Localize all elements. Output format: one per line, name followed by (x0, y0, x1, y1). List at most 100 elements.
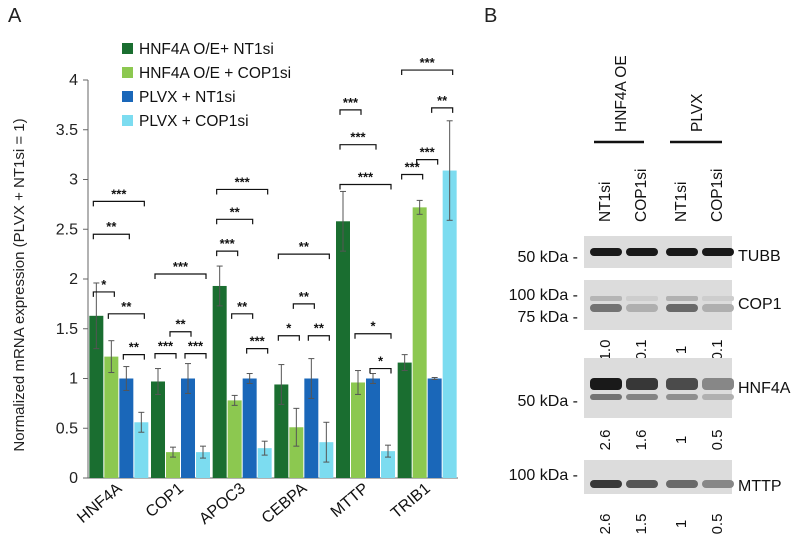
chart-legend: HNF4A O/E+ NT1si HNF4A O/E + COP1si PLVX +… (122, 41, 291, 130)
significance-bracket (339, 183, 392, 190)
blot-band (666, 480, 698, 488)
blot-band-minor (626, 296, 658, 301)
significance-bracket (154, 273, 207, 280)
category-label: COP1 (143, 480, 187, 521)
blot-band (702, 378, 734, 390)
blot-quant-value: 1 (673, 520, 690, 528)
y-axis-label: Normalized mRNA expression (PLVX + NT1si… (11, 118, 28, 451)
legend-entry: HNF4A O/E+ NT1si (139, 41, 274, 58)
bar (181, 378, 195, 478)
bar (336, 221, 350, 479)
significance-bracket (122, 354, 145, 360)
blot-band (590, 378, 622, 390)
blot-lane-label: COP1si (633, 169, 650, 222)
blot-protein-label: HNF4A (738, 380, 791, 397)
blot-group-label: PLVX (689, 93, 706, 132)
bar (151, 381, 165, 478)
blot-mw-marker: 100 kDa - (509, 287, 578, 304)
y-tick-label: 3.5 (56, 122, 78, 139)
significance-label: * (370, 319, 376, 334)
blot-protein-label: COP1 (738, 296, 782, 313)
blot-band (626, 480, 658, 488)
significance-bracket (216, 188, 269, 195)
significance-label: *** (343, 95, 359, 110)
bar (257, 448, 272, 478)
significance-bracket (184, 353, 207, 359)
significance-label: ** (314, 321, 325, 336)
blot-band (666, 378, 698, 390)
significance-label: ** (106, 219, 117, 234)
bar (134, 422, 149, 478)
blot-quant-value: 1 (673, 346, 690, 354)
significance-label: *** (358, 169, 374, 184)
bar (242, 378, 257, 478)
blot-quant-value: 1.0 (597, 340, 614, 361)
blot-lane-label: COP1si (709, 169, 726, 222)
blot-band (590, 480, 622, 488)
legend-swatch (122, 43, 133, 54)
significance-label: *** (405, 160, 421, 175)
bar (119, 378, 134, 478)
blot-protein-label: MTTP (738, 478, 782, 495)
blot-lane-label: NT1si (673, 182, 690, 222)
bar (89, 315, 104, 478)
bar (381, 451, 395, 478)
significance-label: *** (420, 55, 436, 70)
bar (104, 356, 119, 478)
blot-mw-marker: 50 kDa - (518, 249, 578, 266)
significance-label: ** (129, 340, 140, 355)
blot-band (702, 248, 734, 256)
y-tick-label: 0 (69, 470, 78, 487)
bar (212, 285, 227, 478)
bar (196, 452, 210, 478)
significance-bracket (216, 218, 254, 225)
significance-label: ** (237, 299, 248, 314)
significance-label: *** (220, 236, 236, 251)
blot-band-minor (702, 296, 734, 301)
blot-quant-value: 2.6 (597, 514, 614, 535)
blot-band (626, 248, 658, 256)
bar (166, 452, 180, 478)
significance-label: ** (230, 204, 241, 219)
y-tick-label: 4 (69, 72, 78, 89)
blot-group-label: HNF4A OE (613, 55, 630, 132)
blot-quant-value: 0.1 (709, 340, 726, 361)
significance-bracket (231, 313, 254, 319)
bar (227, 400, 242, 478)
significance-label: *** (111, 186, 127, 201)
blot-band (702, 480, 734, 488)
panel-b-label: B (484, 5, 497, 27)
significance-label: ** (299, 239, 310, 254)
legend-swatch (122, 67, 133, 78)
blot-mw-marker: 100 kDa - (509, 467, 578, 484)
significance-bracket (369, 367, 392, 374)
y-tick-label: 2.5 (56, 221, 78, 238)
bar (366, 378, 380, 478)
significance-label: ** (299, 289, 310, 304)
legend-entry: PLVX + COP1si (139, 113, 249, 130)
significance-bracket (246, 348, 269, 354)
y-tick-label: 1 (69, 371, 78, 388)
significance-label: * (286, 321, 292, 336)
blot-band (666, 304, 698, 312)
blot-quant-value: 0.1 (633, 340, 650, 361)
blot-band (666, 248, 698, 256)
bar (397, 362, 412, 478)
significance-bracket (431, 107, 454, 113)
blot-band (626, 378, 658, 390)
blot-quant-value: 0.5 (709, 430, 726, 451)
significance-bracket (169, 331, 192, 337)
significance-label: ** (121, 299, 132, 314)
blot-quant-value: 1.6 (633, 430, 650, 451)
bar (412, 207, 427, 479)
bar (274, 384, 289, 478)
significance-bracket (107, 313, 145, 319)
blot-protein-label: TUBB (738, 248, 781, 265)
significance-label: *** (420, 145, 436, 160)
legend-swatch (122, 91, 133, 102)
significance-label: *** (188, 339, 204, 354)
blot-lane-label: NT1si (597, 182, 614, 222)
significance-label: *** (235, 174, 251, 189)
bar (289, 427, 304, 478)
